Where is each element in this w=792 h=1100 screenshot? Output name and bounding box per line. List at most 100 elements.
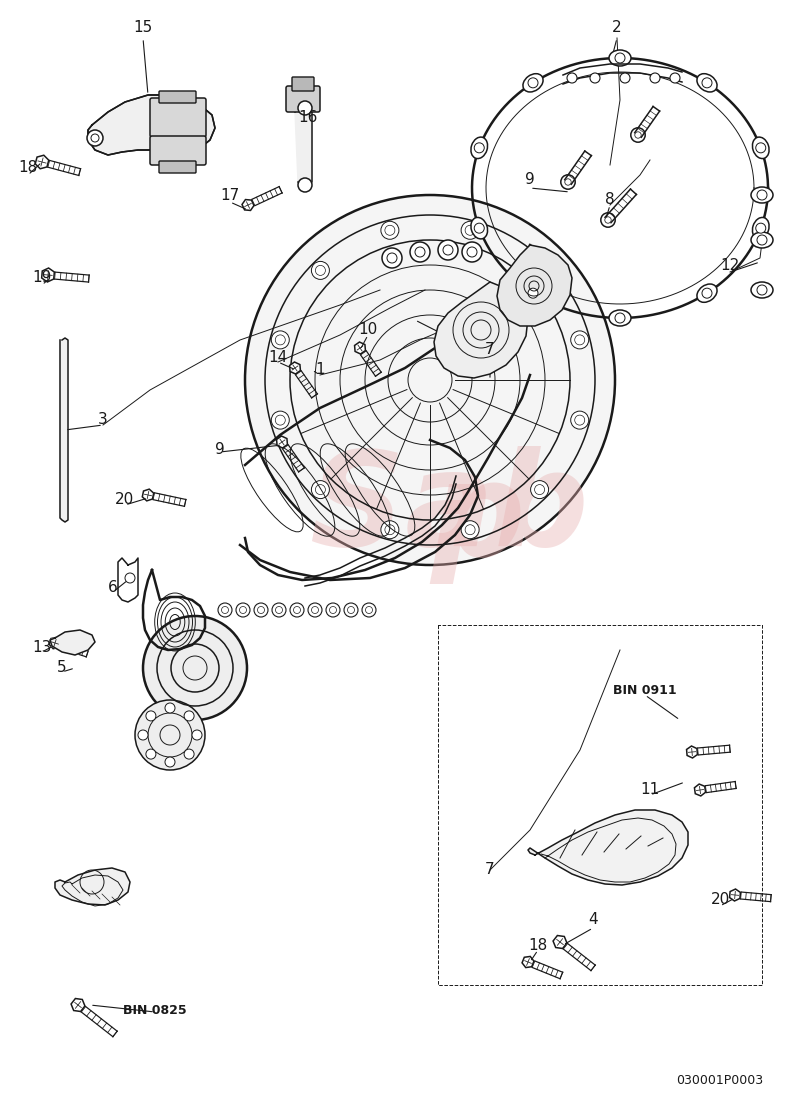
- Ellipse shape: [471, 138, 488, 158]
- Circle shape: [474, 143, 484, 153]
- Text: 9: 9: [215, 442, 225, 458]
- Circle shape: [272, 603, 286, 617]
- Circle shape: [756, 143, 766, 153]
- Circle shape: [630, 128, 645, 142]
- Polygon shape: [276, 436, 287, 448]
- Ellipse shape: [751, 232, 773, 248]
- Circle shape: [272, 411, 289, 429]
- Circle shape: [326, 603, 340, 617]
- Polygon shape: [143, 490, 154, 500]
- Circle shape: [290, 603, 304, 617]
- Circle shape: [387, 253, 397, 263]
- Text: 13: 13: [32, 640, 51, 656]
- Ellipse shape: [471, 218, 488, 239]
- Text: 14: 14: [268, 351, 287, 365]
- Polygon shape: [528, 810, 688, 886]
- Text: 17: 17: [220, 187, 240, 202]
- Circle shape: [571, 331, 588, 349]
- Polygon shape: [49, 637, 61, 649]
- Ellipse shape: [752, 218, 769, 239]
- Circle shape: [344, 603, 358, 617]
- Circle shape: [165, 703, 175, 713]
- FancyBboxPatch shape: [159, 161, 196, 173]
- Circle shape: [381, 221, 399, 240]
- Polygon shape: [60, 338, 68, 522]
- Text: 18: 18: [18, 161, 38, 176]
- Text: BIN 0911: BIN 0911: [613, 683, 677, 696]
- Circle shape: [382, 248, 402, 268]
- Circle shape: [272, 331, 289, 349]
- Polygon shape: [522, 956, 534, 968]
- FancyBboxPatch shape: [159, 91, 196, 103]
- Circle shape: [381, 520, 399, 539]
- Circle shape: [218, 603, 232, 617]
- FancyBboxPatch shape: [150, 98, 206, 138]
- Text: 10: 10: [358, 322, 378, 338]
- Circle shape: [615, 314, 625, 323]
- Circle shape: [461, 520, 479, 539]
- Circle shape: [605, 217, 611, 223]
- FancyBboxPatch shape: [292, 77, 314, 91]
- Circle shape: [474, 223, 484, 233]
- Circle shape: [410, 242, 430, 262]
- Circle shape: [362, 603, 376, 617]
- Text: BIN 0825: BIN 0825: [124, 1003, 187, 1016]
- Circle shape: [87, 130, 103, 146]
- Text: 5: 5: [57, 660, 67, 675]
- Text: 15: 15: [133, 21, 153, 35]
- Text: 2: 2: [612, 21, 622, 35]
- Circle shape: [308, 603, 322, 617]
- Polygon shape: [355, 342, 365, 354]
- Circle shape: [531, 481, 549, 498]
- Text: 19: 19: [32, 271, 51, 286]
- Circle shape: [146, 749, 156, 759]
- Circle shape: [670, 73, 680, 82]
- Circle shape: [615, 53, 625, 63]
- Polygon shape: [50, 630, 95, 654]
- Polygon shape: [242, 199, 254, 210]
- Circle shape: [601, 212, 615, 228]
- Circle shape: [462, 242, 482, 262]
- Polygon shape: [55, 868, 130, 905]
- Circle shape: [702, 78, 712, 88]
- Polygon shape: [295, 108, 312, 185]
- Circle shape: [438, 240, 458, 260]
- Ellipse shape: [751, 187, 773, 204]
- Circle shape: [590, 73, 600, 82]
- Circle shape: [165, 757, 175, 767]
- Text: 8: 8: [605, 192, 615, 208]
- Circle shape: [311, 262, 329, 279]
- Polygon shape: [290, 362, 300, 374]
- Polygon shape: [42, 268, 55, 282]
- Circle shape: [443, 245, 453, 255]
- Ellipse shape: [523, 74, 543, 92]
- FancyBboxPatch shape: [150, 136, 206, 165]
- Circle shape: [184, 711, 194, 720]
- Circle shape: [756, 223, 766, 233]
- Circle shape: [467, 248, 477, 257]
- Ellipse shape: [523, 284, 543, 302]
- Circle shape: [254, 603, 268, 617]
- Ellipse shape: [697, 284, 717, 302]
- Circle shape: [757, 285, 767, 295]
- Circle shape: [146, 711, 156, 720]
- Text: 6: 6: [109, 581, 118, 595]
- FancyBboxPatch shape: [286, 86, 320, 112]
- Text: 11: 11: [641, 782, 660, 797]
- Circle shape: [757, 235, 767, 245]
- Circle shape: [757, 190, 767, 200]
- Circle shape: [192, 730, 202, 740]
- Text: 18: 18: [528, 937, 547, 953]
- Text: 3: 3: [98, 412, 108, 428]
- Text: 1: 1: [315, 363, 325, 377]
- Text: p: p: [430, 456, 524, 583]
- Text: 030001P0003: 030001P0003: [676, 1074, 763, 1087]
- Text: 20: 20: [116, 493, 135, 507]
- Circle shape: [567, 73, 577, 82]
- Circle shape: [561, 175, 575, 189]
- Polygon shape: [35, 155, 49, 168]
- Circle shape: [311, 481, 329, 498]
- Polygon shape: [497, 245, 572, 326]
- Text: 9: 9: [525, 173, 535, 187]
- Text: 16: 16: [299, 110, 318, 125]
